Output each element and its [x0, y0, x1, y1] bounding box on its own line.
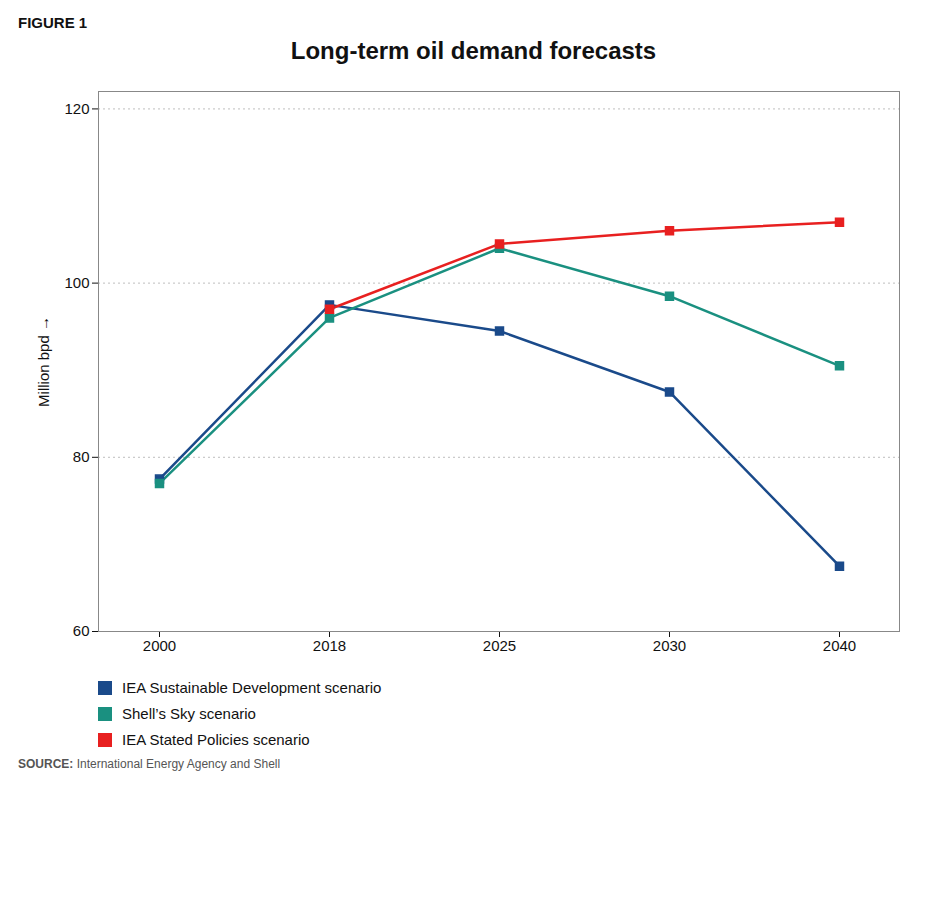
- html-text:Long-term oil demand forecasts: Long-term oil demand forecasts: [290, 37, 657, 64]
- svg-text:2040: 2040: [823, 637, 856, 654]
- svg-text:120: 120: [64, 100, 89, 117]
- svg-text:Million bpd →: Million bpd →: [35, 316, 52, 407]
- svg-text:2030: 2030: [653, 637, 686, 654]
- html-text:Shell’s Sky scenario: Shell’s Sky scenario: [122, 705, 256, 722]
- html-text:IEA Sustainable Development sc: IEA Sustainable Development scenario: [122, 679, 382, 696]
- svg-text:2000: 2000: [143, 637, 176, 654]
- html-text:FIGURE 1: FIGURE 1: [18, 14, 88, 31]
- svg-text:80: 80: [73, 448, 90, 465]
- svg-text:2025: 2025: [483, 637, 516, 654]
- svg-text:60: 60: [73, 622, 90, 639]
- svg-text:100: 100: [64, 274, 89, 291]
- html-text:IEA Stated Policies scenario: IEA Stated Policies scenario: [122, 731, 310, 748]
- html-text:SOURCE: International Energy A: SOURCE: International Energy Agency and …: [18, 757, 281, 771]
- svg-text:2018: 2018: [313, 637, 346, 654]
